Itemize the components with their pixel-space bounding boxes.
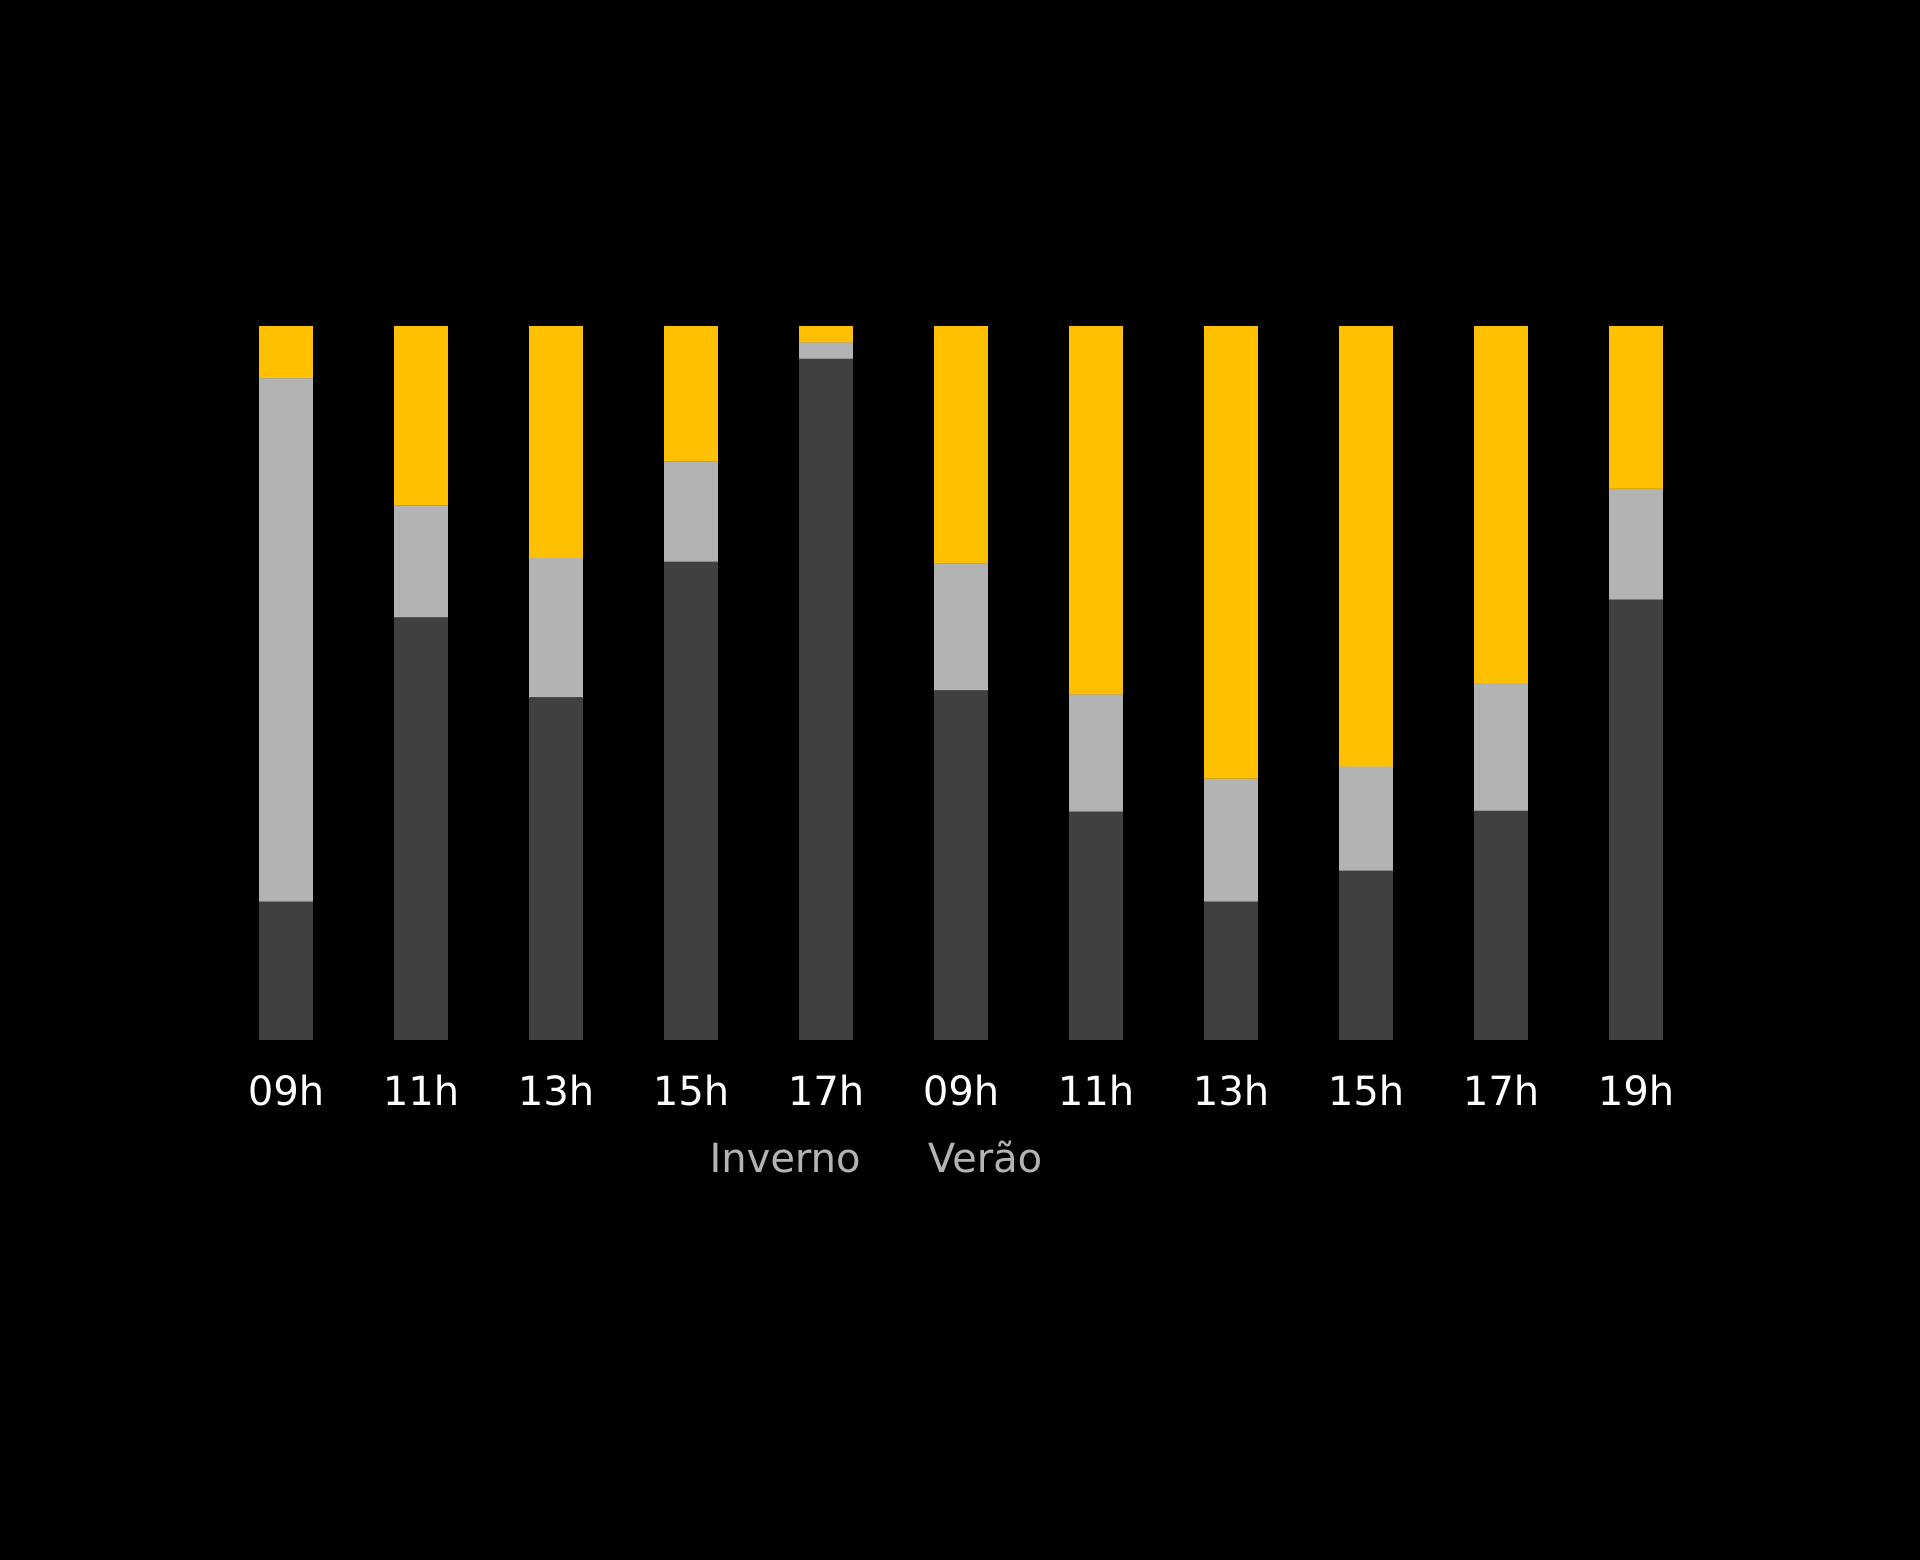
x-tick-label: 17h: [788, 1069, 864, 1115]
bar-segment-7-2: [1069, 694, 1123, 812]
bar-segment-4-1: [664, 561, 718, 1040]
bar-segment-5-1: [799, 358, 853, 1040]
bar-segment-6-1: [934, 690, 988, 1040]
x-tick-labels: 09h 11h 13h 15h 17h 09h 11h 13h 15h 17h 19h: [248, 1069, 1674, 1115]
bar-segment-8-2: [1204, 778, 1258, 902]
bar-segment-10-3: [1474, 326, 1528, 683]
x-tick-label: 17h: [1463, 1069, 1539, 1115]
bar-segment-1-3: [259, 326, 313, 379]
bar-segment-4-3: [664, 326, 718, 462]
bar-segment-3-3: [529, 326, 583, 559]
group-label: Inverno: [710, 1136, 861, 1182]
group-label: Verão: [928, 1136, 1042, 1182]
bar-segment-8-3: [1204, 326, 1258, 779]
bar-segment-6-2: [934, 563, 988, 691]
x-tick-label: 13h: [1193, 1069, 1269, 1115]
bar-segment-2-2: [394, 505, 448, 618]
x-tick-label: 09h: [248, 1069, 324, 1115]
x-tick-label: 19h: [1598, 1069, 1674, 1115]
x-tick-label: 13h: [518, 1069, 594, 1115]
bar-segment-5-3: [799, 326, 853, 343]
bar-segment-2-1: [394, 617, 448, 1040]
bar-segment-1-1: [259, 901, 313, 1040]
x-tick-label: 09h: [923, 1069, 999, 1115]
bar-segment-9-2: [1339, 766, 1393, 871]
bar-segment-10-1: [1474, 810, 1528, 1040]
bar-segment-4-2: [664, 461, 718, 562]
bar-segment-5-2: [799, 342, 853, 359]
group-labels: Inverno Verão: [710, 1136, 1043, 1182]
bar-segment-7-3: [1069, 326, 1123, 695]
bar-segment-9-1: [1339, 870, 1393, 1040]
bar-segment-6-3: [934, 326, 988, 564]
bar-segment-1-2: [259, 378, 313, 902]
x-tick-label: 11h: [383, 1069, 459, 1115]
bar-segment-7-1: [1069, 811, 1123, 1040]
x-tick-label: 15h: [1328, 1069, 1404, 1115]
bar-segment-11-1: [1609, 599, 1663, 1040]
bar-segment-11-2: [1609, 488, 1663, 600]
bar-segment-3-1: [529, 697, 583, 1040]
bar-segment-3-2: [529, 558, 583, 698]
bar-segment-8-1: [1204, 901, 1258, 1040]
bars-layer: [259, 326, 1663, 1040]
bar-segment-9-3: [1339, 326, 1393, 767]
bar-segment-2-3: [394, 326, 448, 506]
x-tick-label: 15h: [653, 1069, 729, 1115]
bar-segment-10-2: [1474, 683, 1528, 811]
x-tick-label: 11h: [1058, 1069, 1134, 1115]
bar-segment-11-3: [1609, 326, 1663, 489]
